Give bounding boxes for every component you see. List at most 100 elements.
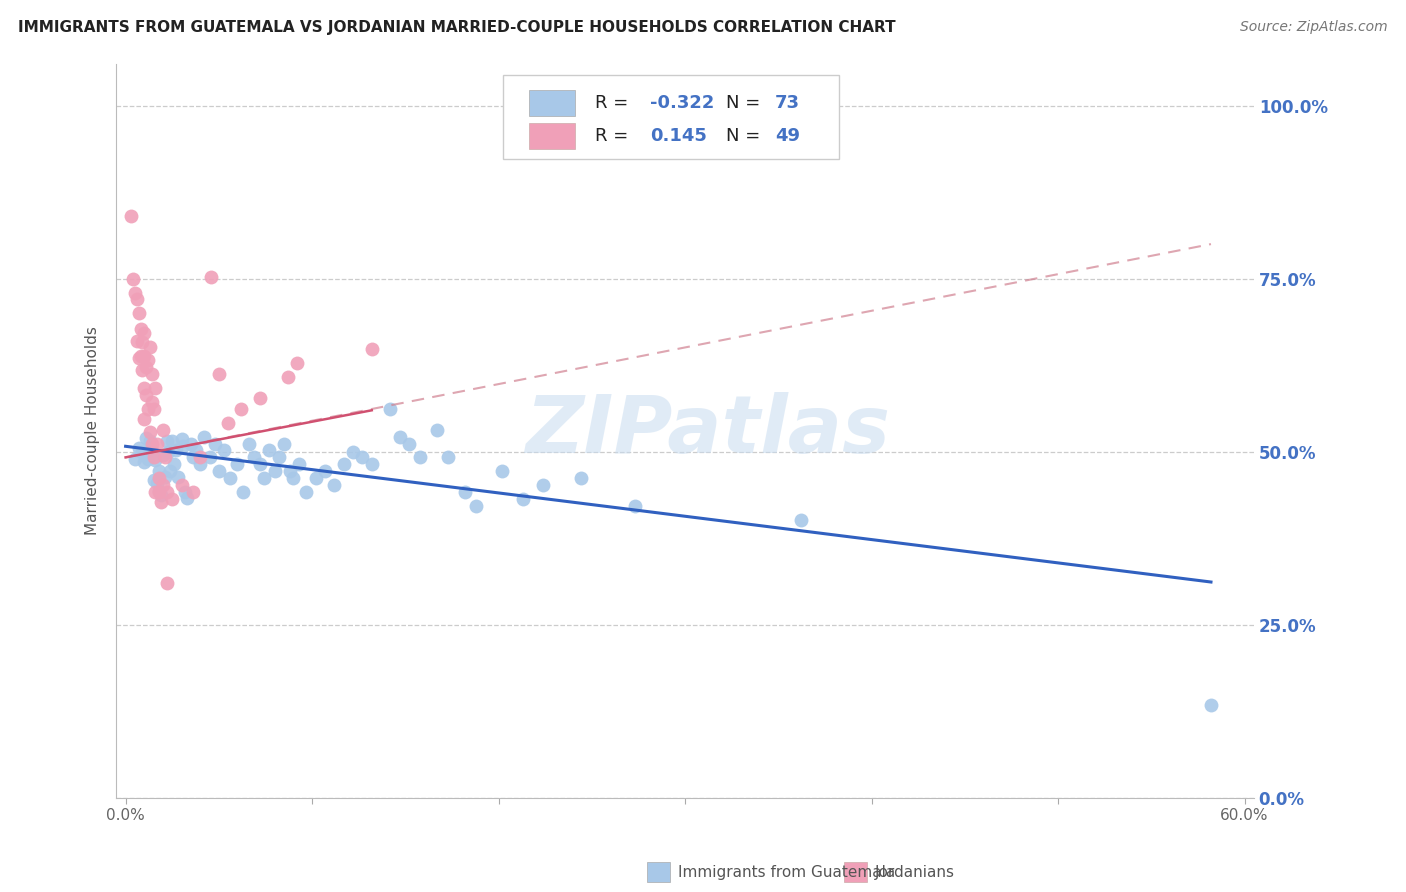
Point (789, 513, 811, 527)
Point (380, 401, 402, 416)
Point (267, 450, 290, 465)
Point (125, 293, 148, 307)
Point (288, 458, 311, 472)
Text: N =: N = (725, 127, 766, 145)
Point (170, 433, 193, 447)
Point (1199, 698, 1222, 712)
Point (128, 442, 150, 456)
Point (243, 450, 266, 465)
Point (152, 448, 174, 462)
Point (204, 436, 226, 450)
Point (150, 488, 173, 502)
Point (176, 491, 198, 506)
Point (238, 436, 260, 450)
Point (208, 368, 231, 382)
Point (125, 334, 148, 348)
Point (160, 434, 183, 449)
Point (145, 453, 167, 467)
Point (214, 443, 236, 458)
Point (531, 478, 554, 492)
Point (465, 499, 488, 513)
Point (142, 473, 165, 487)
Point (156, 434, 179, 449)
Point (283, 471, 305, 485)
Point (314, 464, 336, 478)
Point (217, 416, 239, 430)
Point (141, 368, 163, 382)
Point (257, 443, 280, 458)
Y-axis label: Married-couple Households: Married-couple Households (86, 326, 100, 535)
Point (333, 458, 356, 472)
Point (181, 450, 204, 465)
Text: R =: R = (595, 94, 634, 112)
Point (426, 423, 449, 437)
Point (342, 445, 364, 459)
Point (305, 471, 328, 485)
Point (512, 491, 534, 506)
Point (174, 485, 197, 500)
Point (131, 363, 153, 377)
Point (398, 436, 420, 450)
Point (165, 442, 187, 457)
FancyBboxPatch shape (529, 123, 575, 149)
Point (145, 485, 167, 500)
Point (200, 270, 222, 285)
Point (295, 485, 318, 500)
Point (141, 395, 163, 409)
Text: R =: R = (595, 127, 640, 145)
Point (139, 425, 162, 440)
Point (148, 464, 170, 478)
Point (134, 381, 156, 395)
Point (153, 450, 176, 465)
Point (160, 491, 183, 506)
Point (156, 485, 179, 500)
Point (323, 478, 346, 492)
Point (226, 458, 249, 472)
Point (180, 436, 202, 450)
Text: -0.322: -0.322 (650, 94, 714, 112)
Point (231, 401, 253, 416)
Point (141, 436, 163, 450)
Point (252, 471, 274, 485)
Point (157, 445, 180, 459)
Point (388, 429, 411, 443)
Point (193, 429, 215, 443)
Point (277, 370, 299, 384)
Point (454, 485, 477, 500)
Point (181, 485, 204, 500)
Text: Jordanians: Jordanians (875, 865, 955, 880)
Point (166, 470, 188, 484)
Point (142, 450, 165, 465)
Point (219, 471, 242, 485)
FancyBboxPatch shape (503, 75, 838, 160)
Point (124, 451, 146, 466)
Point (186, 443, 208, 458)
Point (437, 450, 460, 465)
Point (131, 445, 153, 459)
Point (208, 464, 231, 478)
Point (136, 401, 159, 416)
Point (135, 388, 157, 402)
Point (146, 475, 169, 490)
Point (128, 306, 150, 320)
Point (360, 343, 382, 357)
Point (139, 340, 162, 354)
Point (148, 484, 170, 499)
Text: Immigrants from Guatemala: Immigrants from Guatemala (678, 865, 896, 880)
Point (145, 381, 167, 395)
Point (139, 434, 162, 449)
Text: Source: ZipAtlas.com: Source: ZipAtlas.com (1240, 20, 1388, 34)
Point (188, 458, 211, 472)
Point (278, 464, 301, 478)
Point (142, 401, 165, 416)
Point (148, 485, 170, 500)
Point (120, 210, 142, 224)
Point (128, 351, 150, 366)
Point (135, 360, 157, 375)
Point (134, 349, 156, 363)
Point (159, 464, 181, 478)
Text: IMMIGRANTS FROM GUATEMALA VS JORDANIAN MARRIED-COUPLE HOUSEHOLDS CORRELATION CHA: IMMIGRANTS FROM GUATEMALA VS JORDANIAN M… (18, 20, 896, 35)
Point (146, 436, 169, 450)
Point (232, 485, 254, 500)
Point (360, 458, 382, 472)
